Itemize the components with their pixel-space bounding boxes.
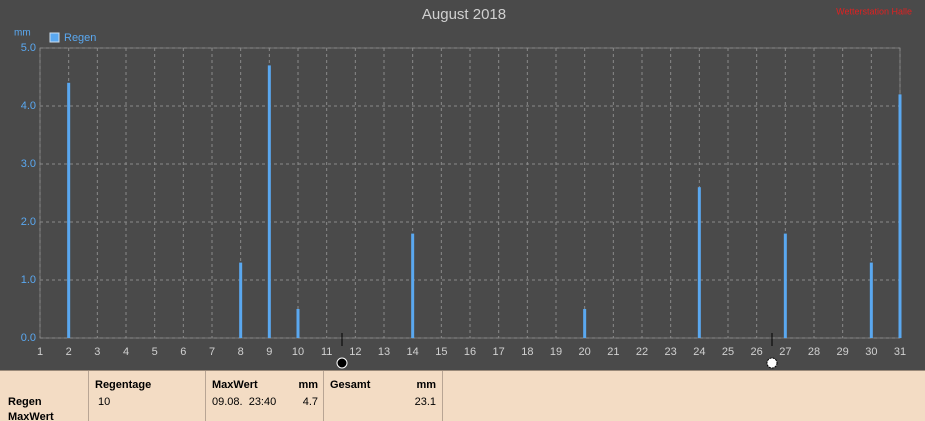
x-tick-label: 12	[349, 346, 361, 358]
bar	[67, 82, 71, 338]
value: 23.1	[414, 396, 436, 408]
x-tick-label: 13	[378, 346, 390, 358]
value: 4.7	[302, 396, 318, 408]
x-tick-label: 5	[152, 346, 158, 358]
x-tick-label: 8	[238, 346, 244, 358]
y-unit: mm	[14, 28, 31, 39]
full-moon-icon	[766, 357, 778, 369]
column: MaxWert mm 09.08. 23:40 4.7	[205, 371, 324, 421]
x-tick-label: 24	[693, 346, 705, 358]
column: Regentage 10	[88, 371, 206, 421]
new-moon-icon	[336, 357, 348, 369]
y-tick-label: 0.0	[21, 332, 36, 344]
y-tick-label: 2.0	[21, 216, 36, 228]
x-tick-label: 16	[464, 346, 476, 358]
x-tick-label: 22	[636, 346, 648, 358]
x-tick-label: 15	[435, 346, 447, 358]
x-tick-label: 20	[579, 346, 591, 358]
x-tick-label: 21	[607, 346, 619, 358]
x-tick-label: 26	[751, 346, 763, 358]
bar	[697, 187, 701, 338]
x-tick-label: 17	[493, 346, 505, 358]
summary-panel: Regen MaxWert Regentage 10 MaxWert mm 09…	[0, 370, 925, 421]
row-label: Regen	[8, 396, 42, 408]
header: Gesamt	[330, 379, 371, 391]
x-tick-label: 18	[521, 346, 533, 358]
station-label: Wetterstation Halle	[836, 6, 912, 16]
x-tick-label: 9	[266, 346, 272, 358]
y-tick-label: 4.0	[21, 100, 36, 112]
x-tick-label: 14	[407, 346, 419, 358]
header: Regentage	[95, 379, 152, 391]
time: 09.08. 23:40	[212, 396, 277, 408]
legend-label: Regen	[64, 32, 96, 44]
bar	[411, 233, 415, 338]
x-tick-label: 3	[94, 346, 100, 358]
x-tick-label: 6	[180, 346, 186, 358]
y-tick-label: 5.0	[21, 42, 36, 54]
bar	[583, 309, 587, 338]
x-tick-label: 31	[894, 346, 906, 358]
legend-swatch	[49, 32, 60, 43]
bar	[783, 233, 787, 338]
header: MaxWert	[212, 379, 258, 391]
row-label: MaxWert	[8, 411, 54, 421]
value: 10	[98, 396, 111, 408]
bar	[869, 262, 873, 338]
x-tick-label: 10	[292, 346, 304, 358]
bar	[898, 94, 902, 339]
y-tick-label: 1.0	[21, 274, 36, 286]
unit: mm	[416, 379, 436, 391]
bar	[239, 262, 243, 338]
x-tick-label: 1	[37, 346, 43, 358]
x-tick-label: 30	[865, 346, 877, 358]
x-tick-label: 29	[837, 346, 849, 358]
unit: mm	[298, 379, 318, 391]
x-tick-label: 23	[665, 346, 677, 358]
x-tick-label: 25	[722, 346, 734, 358]
x-tick-label: 2	[66, 346, 72, 358]
x-tick-label: 4	[123, 346, 129, 358]
x-tick-label: 11	[321, 346, 332, 358]
x-tick-label: 27	[779, 346, 791, 358]
bar	[296, 309, 300, 338]
x-tick-label: 7	[209, 346, 215, 358]
chart-title: August 2018	[422, 6, 506, 23]
column: Gesamt mm 23.1	[323, 371, 443, 421]
bar	[267, 65, 271, 339]
x-tick-label: 19	[550, 346, 562, 358]
x-tick-label: 28	[808, 346, 820, 358]
chart: 3130292827262524232221201918171615141312…	[14, 6, 912, 369]
y-tick-label: 3.0	[21, 158, 36, 170]
